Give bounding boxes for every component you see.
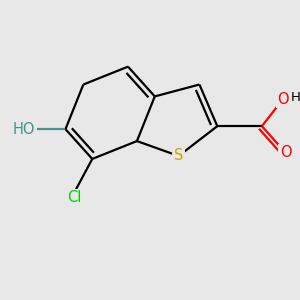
- Text: O: O: [277, 92, 289, 107]
- Text: H: H: [290, 92, 300, 104]
- Text: Cl: Cl: [67, 190, 82, 205]
- Text: S: S: [174, 148, 183, 164]
- Text: O: O: [280, 146, 292, 160]
- Text: HO: HO: [13, 122, 35, 137]
